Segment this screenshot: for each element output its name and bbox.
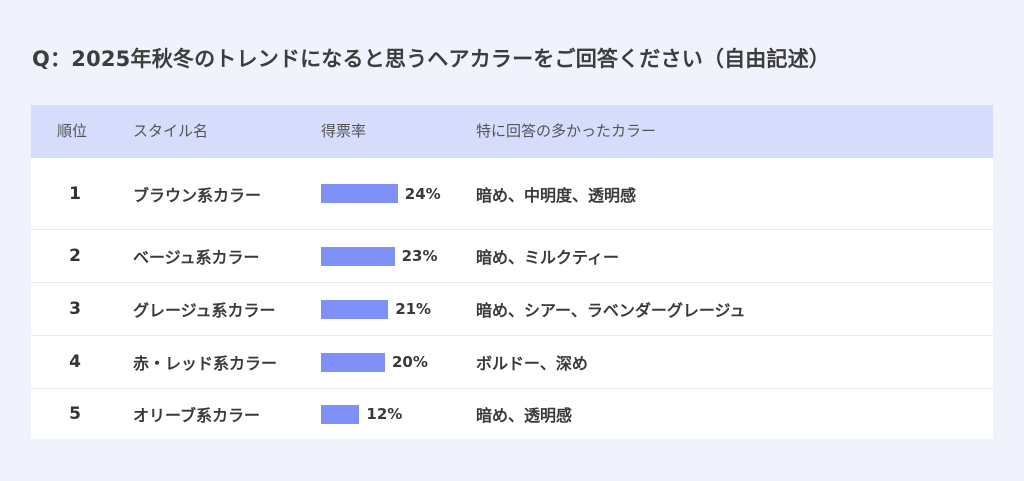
table-row: 5 オリーブ系カラー 12% 暗め、透明感 (31, 388, 993, 439)
ranking-table: 順位 スタイル名 得票率 特に回答の多かったカラー 1 ブラウン系カラー 24% 暗め… (31, 105, 993, 439)
table-row: 3 グレージュ系カラー 21% 暗め、シアー、ラベンダーグレージュ (31, 282, 993, 335)
vote-rate-label: 20% (392, 353, 428, 371)
style-name-cell: 赤・レッド系カラー (133, 354, 278, 373)
popular-colors-cell: 暗め、ミルクティー (476, 248, 620, 267)
rank-cell: 1 (69, 183, 81, 204)
rank-cell: 4 (69, 352, 81, 372)
vote-rate-cell: 21% (321, 283, 431, 335)
table-row: 1 ブラウン系カラー 24% 暗め、中明度、透明感 (31, 158, 993, 229)
popular-colors-cell: 暗め、シアー、ラベンダーグレージュ (476, 301, 746, 320)
popular-colors-cell: ボルドー、深め (476, 354, 588, 373)
rank-cell: 3 (69, 299, 81, 319)
rank-cell: 2 (69, 246, 81, 266)
style-name-cell: ベージュ系カラー (133, 248, 260, 267)
vote-rate-label: 12% (366, 405, 403, 423)
table-header: 順位 スタイル名 得票率 特に回答の多かったカラー (31, 105, 993, 158)
vote-rate-label: 23% (401, 247, 438, 265)
header-colors: 特に回答の多かったカラー (476, 122, 657, 140)
style-name-cell: オリーブ系カラー (133, 406, 261, 425)
page-title: Q：2025年秋冬のトレンドになると思うヘアカラーをご回答ください（自由記述） (32, 47, 831, 71)
style-name-cell: グレージュ系カラー (133, 301, 276, 320)
style-name-cell: ブラウン系カラー (133, 185, 262, 205)
table-row: 2 ベージュ系カラー 23% 暗め、ミルクティー (31, 229, 993, 282)
popular-colors-cell: 暗め、透明感 (476, 406, 573, 425)
vote-rate-cell: 23% (321, 230, 438, 282)
header-rank: 順位 (57, 122, 88, 140)
vote-rate-cell: 24% (321, 158, 441, 229)
popular-colors-cell: 暗め、中明度、透明感 (476, 185, 637, 205)
vote-rate-label: 21% (395, 300, 432, 318)
vote-rate-bar (321, 299, 389, 319)
vote-rate-cell: 20% (321, 336, 428, 388)
vote-rate-bar (321, 184, 398, 203)
header-rate: 得票率 (321, 122, 367, 140)
vote-rate-label: 24% (404, 184, 441, 203)
rank-cell: 5 (69, 404, 81, 424)
header-style: スタイル名 (133, 122, 209, 140)
vote-rate-bar (321, 404, 360, 424)
vote-rate-bar (321, 352, 385, 372)
vote-rate-bar (321, 246, 395, 266)
table-row: 4 赤・レッド系カラー 20% ボルドー、深め (31, 335, 993, 388)
vote-rate-cell: 12% (321, 389, 402, 439)
